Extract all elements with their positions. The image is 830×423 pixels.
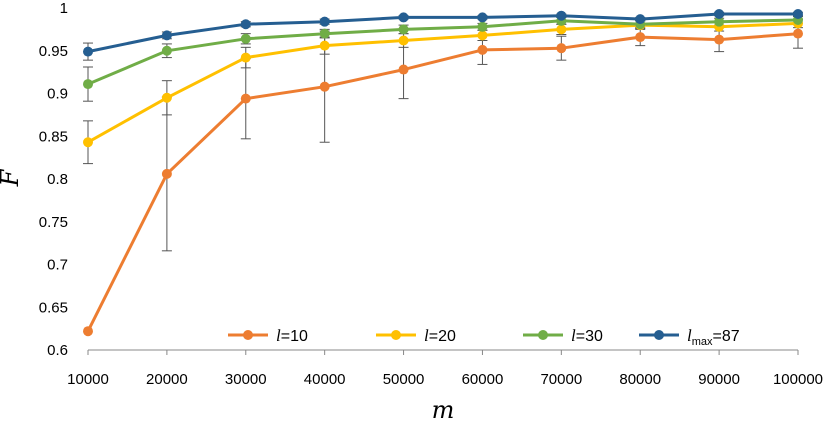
tick-labels: 0.6 0.65 0.7 0.75 0.8 0.85 0.9 0.95 1 10000 20000 3…	[39, 0, 823, 388]
legend-marker	[538, 330, 548, 340]
data-point	[556, 43, 567, 54]
series-line-3	[87, 18, 799, 86]
y-tick-label: 0.85	[39, 128, 68, 145]
data-point	[477, 30, 488, 41]
legend-label: l=20	[424, 326, 456, 345]
data-point	[635, 32, 646, 43]
y-tick-label: 0.7	[47, 257, 68, 274]
data-point	[161, 168, 172, 179]
data-point	[83, 326, 93, 337]
y-tick-label: 1	[60, 0, 68, 17]
data-point	[240, 33, 251, 44]
series-points	[83, 8, 803, 337]
data-point	[319, 81, 330, 92]
x-tick-label: 10000	[67, 371, 109, 388]
data-point	[477, 21, 488, 32]
data-point	[556, 24, 567, 35]
series-line-2	[87, 21, 799, 144]
legend-label-value: =30	[576, 328, 603, 345]
data-point	[319, 16, 330, 27]
legend-label-value: =10	[281, 328, 308, 345]
x-tick-label: 20000	[146, 371, 188, 388]
data-point	[240, 19, 251, 30]
data-point	[240, 93, 251, 104]
legend-label: l=10	[276, 326, 308, 345]
legend-label-value: =87	[713, 328, 740, 345]
data-point	[477, 44, 488, 55]
legend-marker	[391, 330, 401, 340]
data-point	[793, 8, 803, 19]
x-tick-label: 40000	[304, 371, 346, 388]
y-axis-title: F	[0, 168, 24, 187]
data-point	[240, 52, 251, 63]
y-tick-label: 0.9	[47, 86, 68, 103]
legend-label-var: l	[687, 326, 692, 345]
y-tick-label: 0.8	[47, 171, 68, 188]
legend-label-var: l	[276, 326, 281, 345]
data-point	[83, 137, 93, 148]
data-point	[83, 46, 93, 57]
series-line-1	[86, 32, 799, 332]
legend-label-var: l	[424, 326, 429, 345]
x-tick-label: 90000	[698, 371, 740, 388]
legend-label: lmax=87	[687, 326, 740, 348]
data-point	[398, 64, 409, 75]
legend-label-var: l	[571, 326, 576, 345]
x-tick-label: 80000	[619, 371, 661, 388]
x-tick-label: 50000	[383, 371, 425, 388]
legend-item: l=20	[376, 326, 456, 345]
data-point	[714, 34, 725, 45]
data-point	[319, 28, 330, 39]
legend-label-value: =20	[429, 328, 456, 345]
data-point	[477, 12, 488, 23]
legend-marker	[654, 330, 664, 340]
legend-item: l=30	[523, 326, 603, 345]
data-point	[161, 92, 172, 103]
data-point	[714, 16, 725, 27]
x-axis-title: m	[432, 396, 455, 423]
y-tick-label: 0.75	[39, 214, 68, 231]
data-point	[398, 24, 409, 35]
data-point	[161, 30, 172, 41]
y-tick-label: 0.6	[47, 342, 68, 359]
legend-marker	[243, 330, 253, 340]
y-tick-label: 0.65	[39, 299, 68, 316]
legend-item: lmax=87	[639, 326, 740, 348]
x-tick-label: 60000	[462, 371, 504, 388]
legend-item: l=10	[228, 326, 308, 345]
data-point	[398, 12, 409, 23]
series-line-4	[87, 12, 798, 54]
legend-label-sub: max	[692, 336, 713, 348]
data-point	[793, 28, 803, 39]
data-point	[83, 79, 93, 90]
series-lines	[86, 12, 799, 332]
data-point	[714, 8, 725, 19]
data-point	[556, 10, 567, 21]
axes	[87, 349, 799, 355]
data-point	[161, 45, 172, 56]
y-tick-label: 0.95	[39, 43, 68, 60]
legend-label: l=30	[571, 326, 603, 345]
x-tick-label: 100000	[773, 371, 823, 388]
data-point	[398, 35, 409, 46]
legend: l=10 l=20 l=30 lmax=87	[228, 326, 740, 348]
x-tick-label: 70000	[540, 371, 582, 388]
data-point	[635, 14, 646, 25]
x-tick-label: 30000	[225, 371, 267, 388]
data-point	[319, 40, 330, 51]
